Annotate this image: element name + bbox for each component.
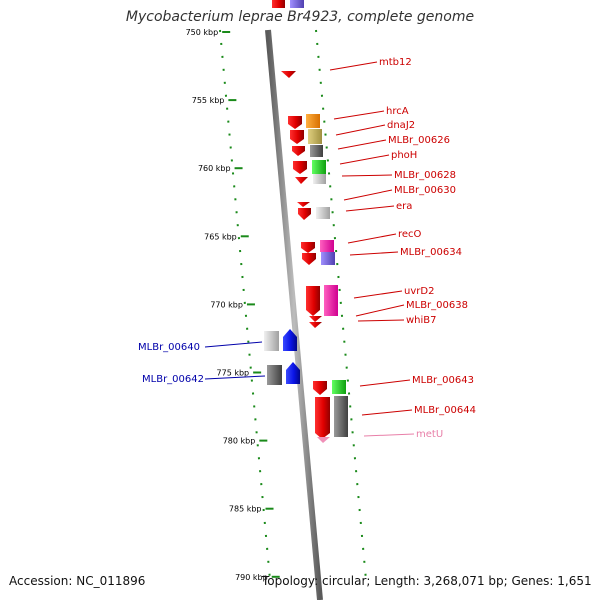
label-MLBr_00643[interactable]: MLBr_00643	[412, 375, 474, 386]
gene-MLBr_00630[interactable]	[297, 202, 310, 207]
label-MLBr_00628[interactable]: MLBr_00628	[394, 170, 456, 181]
label-mtb12[interactable]: mtb12	[379, 57, 412, 68]
label-MLBr_00634[interactable]: MLBr_00634	[400, 247, 462, 258]
gene-whiB7[interactable]	[309, 316, 322, 328]
gene-MLBr_00640[interactable]	[264, 329, 297, 351]
ruler-tick-label: 765 kbp	[204, 232, 237, 241]
label-leader-lines	[204, 61, 415, 437]
ruler-tick-label: 790 kbp	[235, 573, 268, 582]
gene-MLBr_00638[interactable]	[324, 285, 338, 316]
gene-hrcA[interactable]	[288, 114, 320, 129]
forward-strand-guide-line	[315, 29, 367, 581]
genome-summary-text: Topology: circular; Length: 3,268,071 bp…	[262, 574, 592, 588]
label-MLBr_00626[interactable]: MLBr_00626	[388, 135, 450, 146]
genome-backbone	[265, 29, 323, 600]
label-MLBr_00630[interactable]: MLBr_00630	[394, 185, 456, 196]
map-title: Mycobacterium leprae Br4923, complete ge…	[125, 9, 475, 25]
gene-dnaJ2[interactable]	[290, 129, 322, 144]
label-MLBr_00642[interactable]: MLBr_00642	[142, 374, 204, 385]
label-dnaJ2[interactable]: dnaJ2	[387, 120, 415, 131]
ruler-ticks: 750 kbp 755 kbp 760 kbp 765 kbp 770 kbp 775 k…	[186, 28, 280, 582]
label-phoH[interactable]: phoH	[391, 150, 417, 161]
gene-feature-clipped-top	[272, 0, 304, 8]
label-recO[interactable]: recO	[398, 229, 422, 240]
ruler-tick-label: 750 kbp	[186, 28, 219, 37]
label-MLBr_00638[interactable]: MLBr_00638	[406, 300, 468, 311]
label-whiB7[interactable]: whiB7	[406, 315, 437, 326]
gene-MLBr_00628[interactable]	[295, 174, 326, 184]
ruler-tick-label: 755 kbp	[192, 96, 225, 105]
gene-MLBr_00634[interactable]	[302, 252, 335, 265]
ruler-tick-label: 780 kbp	[223, 437, 256, 446]
reverse-strand-guide-line	[219, 29, 271, 581]
gene-phoH[interactable]	[293, 160, 326, 174]
ruler-tick-label: 770 kbp	[210, 300, 243, 309]
label-era[interactable]: era	[396, 201, 412, 212]
gene-MLBr_00626[interactable]	[292, 145, 323, 157]
label-MLBr_00644[interactable]: MLBr_00644	[414, 405, 476, 416]
gene-mtb12[interactable]	[281, 71, 296, 78]
gene-uvrD2[interactable]	[306, 286, 320, 316]
label-metU[interactable]: metU	[416, 429, 443, 440]
ruler-tick-label: 785 kbp	[229, 505, 262, 514]
gene-MLBr_00642[interactable]	[267, 362, 300, 385]
gene-era[interactable]	[298, 207, 330, 220]
label-hrcA[interactable]: hrcA	[386, 106, 409, 117]
gene-metU[interactable]	[317, 437, 330, 443]
gene-MLBr_00644[interactable]	[315, 396, 348, 439]
ruler-tick-label: 760 kbp	[198, 164, 231, 173]
gene-recO[interactable]	[301, 240, 334, 253]
label-MLBr_00640[interactable]: MLBr_00640	[138, 342, 200, 353]
label-uvrD2[interactable]: uvrD2	[404, 286, 434, 297]
ruler-tick-label: 775 kbp	[217, 369, 250, 378]
gene-MLBr_00643[interactable]	[313, 380, 346, 395]
accession-text: Accession: NC_011896	[9, 574, 146, 588]
